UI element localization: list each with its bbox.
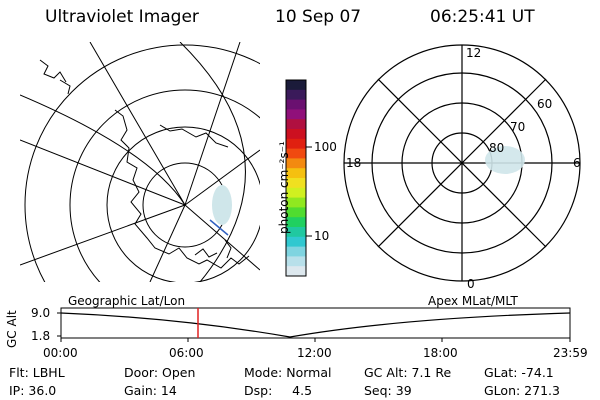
- mlt-axis-diagonal: [377, 78, 547, 248]
- timeline-frame: [60, 307, 571, 339]
- meridian-line: [184, 204, 260, 271]
- lat-label-60: 60: [537, 97, 553, 111]
- info-gain: Gain: 14: [124, 383, 177, 398]
- info-dsp: Dsp: 4.5: [244, 383, 313, 398]
- colorbar-band: [286, 80, 306, 91]
- mlt-label-12: 12: [466, 46, 482, 60]
- lat-ring-60: [371, 72, 553, 254]
- coastline: [39, 59, 71, 95]
- mlt-label-6: 6: [573, 156, 581, 170]
- colorbar-band: [286, 246, 306, 257]
- lat-circle: [24, 44, 260, 282]
- info-seq: Seq: 39: [364, 383, 412, 398]
- x-tick-label: 06:00: [169, 346, 204, 360]
- info-flt: Flt: LBHL: [9, 365, 65, 380]
- lat-ring-70: [401, 102, 523, 224]
- meridian-line: [184, 149, 260, 206]
- info-door: Door: Open: [124, 365, 196, 380]
- altitude-curve: [60, 312, 571, 338]
- aurora-region: [212, 185, 232, 225]
- meridian-line: [184, 42, 241, 206]
- timeline-y-axis-label: GC Alt: [5, 310, 19, 348]
- mlt-label-18: 18: [346, 156, 362, 170]
- y-tick-1-8: 1.8: [31, 329, 51, 343]
- meridian-line: [149, 204, 186, 282]
- mlt-axis-diagonal: [377, 78, 547, 248]
- info-ip: IP: 36.0: [9, 383, 57, 398]
- colorbar-unit-label: photon cm⁻²s⁻¹: [277, 141, 291, 234]
- colorbar-band: [286, 236, 306, 248]
- y-tick-9: 9.0: [31, 306, 51, 320]
- lat-label-70: 70: [510, 120, 526, 134]
- polar-plot: [343, 44, 581, 282]
- info-gc-alt: GC Alt: 7.1 Re: [364, 365, 452, 380]
- coastline: [114, 109, 250, 269]
- coastline: [194, 239, 232, 259]
- app-title: Ultraviolet Imager: [45, 7, 199, 27]
- colorbar-band: [286, 256, 306, 267]
- time-label: 06:25:41 UT: [430, 7, 535, 27]
- meridian-line: [20, 204, 186, 266]
- lat-label-80: 80: [489, 141, 505, 155]
- colorbar-tick-10: 10: [314, 229, 330, 243]
- terminator-arc: [20, 94, 186, 206]
- info-mode: Mode: Normal: [244, 365, 332, 380]
- geo-latlon-label: Geographic Lat/Lon: [68, 294, 186, 308]
- info-glat: GLat: -74.1: [484, 365, 554, 380]
- x-tick-label: 00:00: [43, 346, 78, 360]
- coastline: [159, 124, 229, 148]
- x-tick-label: 12:00: [297, 346, 332, 360]
- meridian-line: [89, 42, 186, 206]
- aurora-arc: [209, 219, 229, 236]
- lat-circle: [69, 89, 260, 282]
- lat-ring-80: [431, 132, 493, 194]
- x-tick-label: 18:00: [423, 346, 458, 360]
- info-glon: GLon: 271.3: [484, 383, 560, 398]
- colorbar-band: [286, 266, 306, 277]
- lat-ring-50: [343, 44, 581, 282]
- earth-limb: [179, 42, 246, 282]
- x-tick-label: 23:59: [553, 346, 588, 360]
- colorbar-tick-100: 100: [314, 140, 337, 154]
- mlt-label-0: 0: [467, 277, 475, 291]
- lat-circle: [142, 162, 228, 248]
- date-label: 10 Sep 07: [275, 7, 362, 27]
- meridian-line: [20, 139, 186, 206]
- lat-circle: [106, 126, 260, 282]
- apex-mlat-label: Apex MLat/MLT: [428, 294, 518, 308]
